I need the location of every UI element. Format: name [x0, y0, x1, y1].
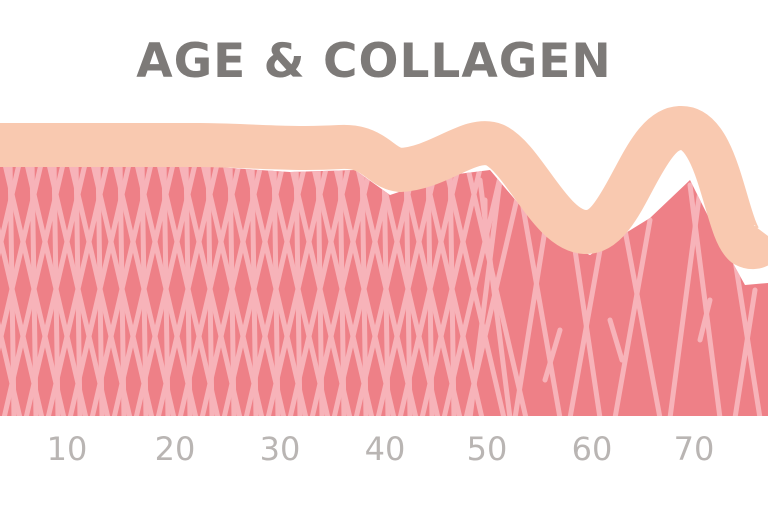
age-tick-40: 40	[364, 430, 406, 468]
collagen-fiber	[95, 166, 105, 416]
collagen-fiber	[337, 166, 347, 416]
collagen-fiber-broken	[542, 327, 563, 383]
collagen-fiber-broken	[467, 177, 503, 416]
collagen-fiber	[29, 166, 39, 416]
age-tick-30: 30	[259, 430, 301, 468]
collagen-fiber	[425, 166, 435, 416]
age-tick-60: 60	[571, 430, 613, 468]
collagen-fiber	[403, 166, 413, 416]
collagen-fiber-broken	[697, 297, 713, 343]
collagen-fiber	[359, 166, 369, 416]
epidermis-layer	[0, 106, 768, 270]
collagen-fiber-broken	[667, 187, 703, 416]
collagen-fiber	[161, 166, 171, 416]
collagen-fibers	[0, 166, 763, 416]
collagen-fiber	[227, 166, 237, 416]
collagen-fiber	[117, 166, 127, 416]
age-tick-20: 20	[154, 430, 196, 468]
collagen-fiber-broken	[567, 247, 603, 416]
collagen-fiber-broken	[607, 317, 625, 363]
collagen-fiber	[51, 166, 61, 416]
collagen-fiber	[447, 166, 457, 416]
age-axis: 10 20 30 40 50 60 70	[0, 430, 768, 470]
collagen-fiber	[183, 166, 193, 416]
age-tick-10: 10	[46, 430, 88, 468]
collagen-fiber	[271, 166, 281, 416]
collagen-fiber	[249, 166, 259, 416]
collagen-fiber	[205, 166, 215, 416]
collagen-fiber-broken	[612, 217, 653, 416]
collagen-fiber-broken	[622, 227, 663, 416]
collagen-fiber-broken	[512, 227, 548, 416]
collagen-fiber	[7, 166, 17, 416]
collagen-fiber	[381, 166, 391, 416]
collagen-fiber	[139, 166, 149, 416]
collagen-fiber	[0, 166, 23, 416]
diagram-title: AGE & COLLAGEN	[136, 34, 612, 89]
collagen-fiber	[315, 166, 325, 416]
collagen-fiber	[73, 166, 83, 416]
age-tick-70: 70	[673, 430, 715, 468]
age-tick-50: 50	[466, 430, 508, 468]
collagen-fiber-broken	[517, 187, 563, 416]
collagen-fiber-broken	[732, 287, 758, 416]
collagen-fiber	[293, 166, 303, 416]
